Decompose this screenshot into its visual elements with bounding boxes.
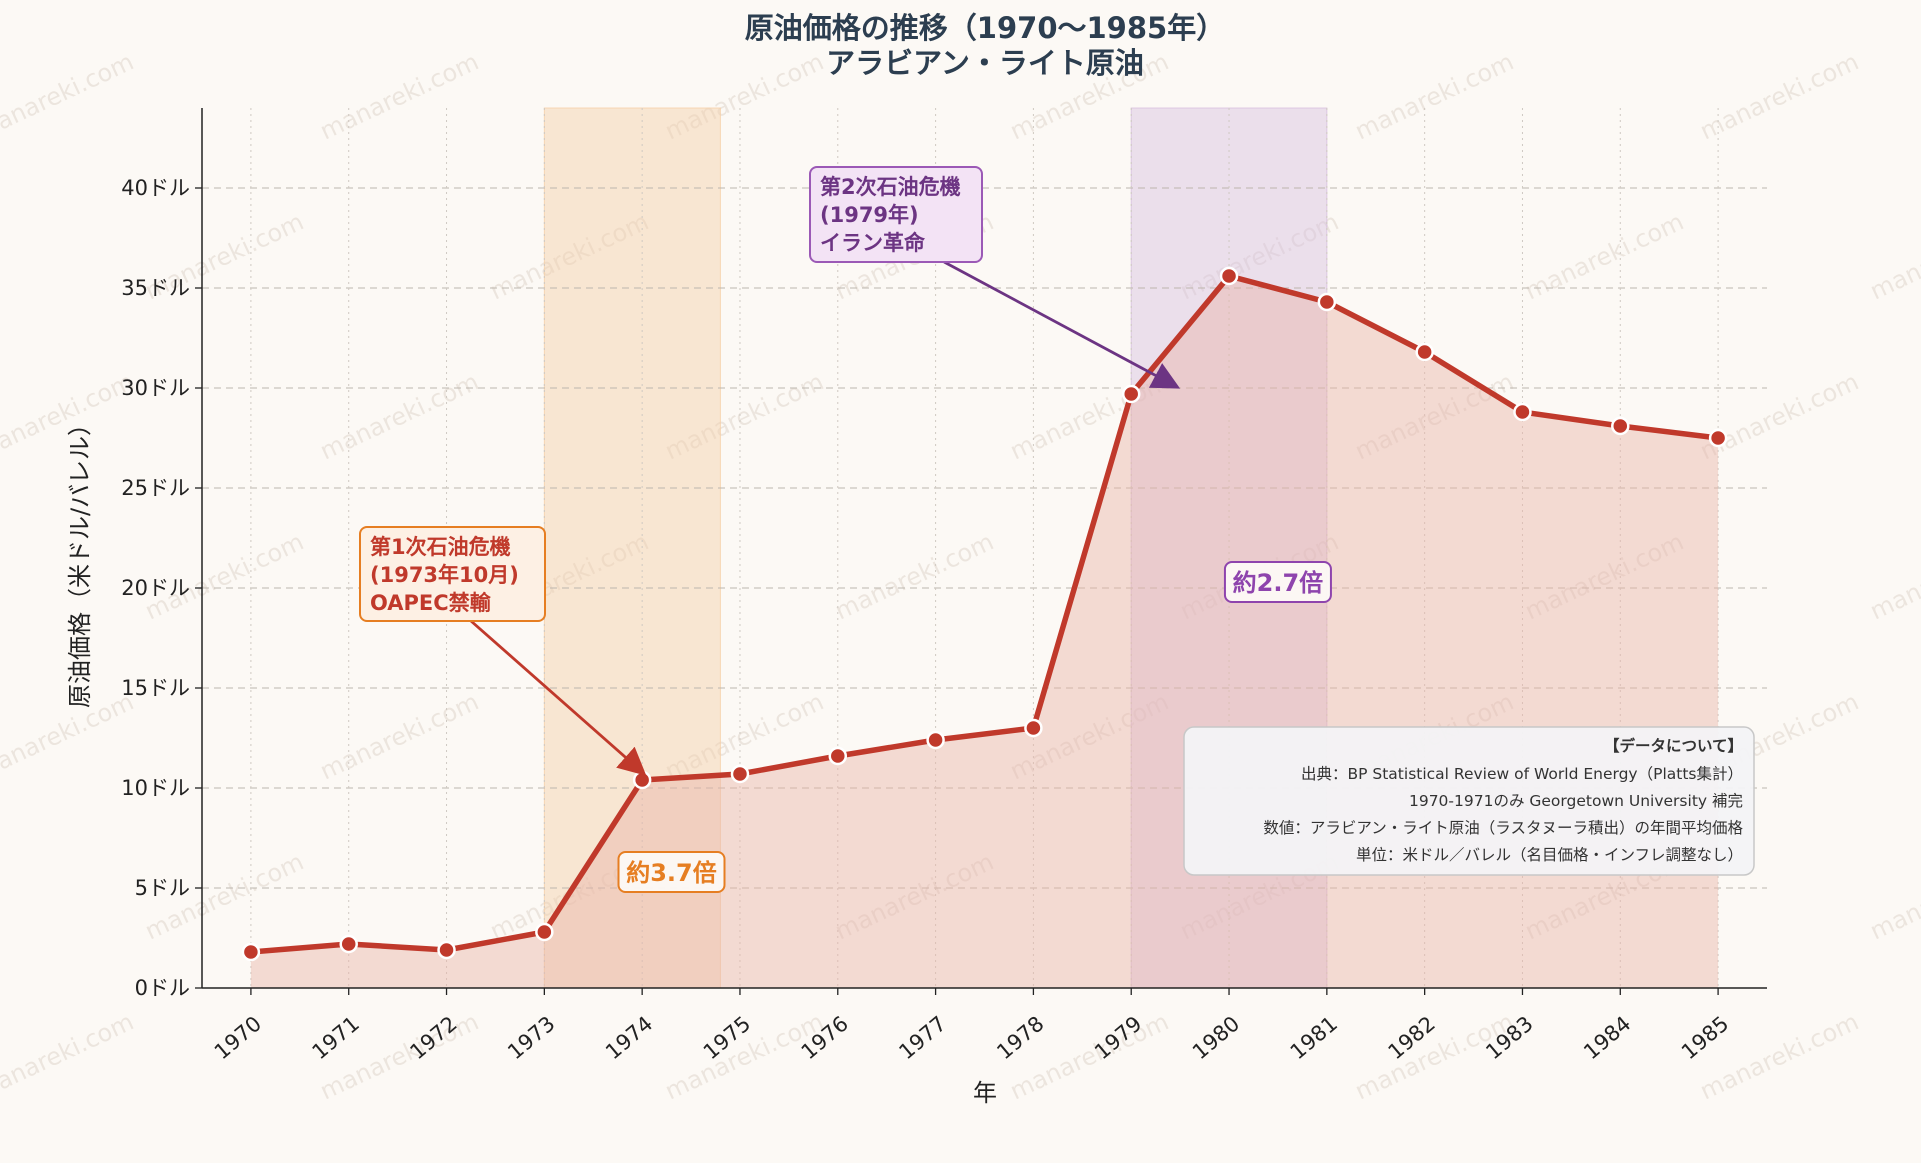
x-axis-label: 年 xyxy=(973,1079,997,1107)
annotation-arrow xyxy=(943,260,1181,389)
x-tick-label: 1971 xyxy=(308,1011,364,1064)
y-tick-label: 40ドル xyxy=(121,176,190,200)
watermark-text: manareki.com xyxy=(316,48,483,146)
annotation-box xyxy=(809,166,983,263)
note-heading: 【データについて】 xyxy=(1604,736,1743,755)
multiplier-box xyxy=(617,851,726,893)
data-point xyxy=(1024,718,1043,738)
note-line: 数値：アラビアン・ライト原油（ラスタヌーラ積出）の年間平均価格 xyxy=(1263,819,1743,837)
annotation-text: 第1次石油危機 xyxy=(370,535,511,559)
data-point xyxy=(1219,266,1239,286)
watermark-text: manareki.com xyxy=(316,688,483,786)
x-tick-label: 1984 xyxy=(1579,1011,1635,1064)
x-tick-label: 1974 xyxy=(601,1011,657,1064)
data-point xyxy=(1513,402,1532,422)
x-tick-label: 1980 xyxy=(1188,1011,1244,1064)
note-line: 単位：米ドル／バレル（名目価格・インフレ調整なし） xyxy=(1356,846,1743,864)
data-point xyxy=(632,770,652,790)
x-tick-label: 1973 xyxy=(503,1011,559,1064)
y-tick-label: 5ドル xyxy=(135,876,190,900)
watermark-text: manareki.com xyxy=(0,1008,138,1106)
annotation-text: 第2次石油危機 xyxy=(820,175,961,199)
multiplier-label: 約3.7倍 xyxy=(626,859,717,887)
data-point xyxy=(926,730,945,750)
x-tick-label: 1981 xyxy=(1286,1011,1342,1064)
data-point xyxy=(1121,384,1141,404)
y-axis-label: 原油価格（米ドル/バレル） xyxy=(66,412,94,708)
note-line: 出典：BP Statistical Review of World Energy… xyxy=(1301,765,1743,783)
annotations: 第1次石油危機 (1973年10月) OAPEC禁輸 第2次石油危機 (1979年) イラ… xyxy=(359,166,1181,776)
titles: 原油価格の推移（1970〜1985年） アラビアン・ライト原油 年 原油価格（米… xyxy=(66,11,1225,1107)
y-tick-label: 30ドル xyxy=(121,376,190,400)
annotation-arrow xyxy=(470,619,647,776)
data-point xyxy=(1708,428,1728,448)
chart-subtitle: アラビアン・ライト原油 xyxy=(826,46,1144,80)
annotation-text: (1979年) xyxy=(820,203,919,227)
x-tick-label: 1985 xyxy=(1677,1011,1733,1064)
y-tick-label: 15ドル xyxy=(121,676,190,700)
price-line xyxy=(248,273,1721,955)
data-point xyxy=(535,922,554,942)
data-point xyxy=(1317,292,1337,312)
watermark-text: manareki.com xyxy=(316,368,483,466)
note-line: 1970-1971のみ Georgetown University 補完 xyxy=(1409,792,1743,810)
y-tick-label: 20ドル xyxy=(121,576,190,600)
y-tick-label: 25ドル xyxy=(121,476,190,500)
note-box-frame xyxy=(1183,726,1755,876)
watermark-text: manareki.com xyxy=(1866,528,1921,626)
watermark-text: manareki.com xyxy=(831,528,998,626)
watermark-text: manareki.com xyxy=(1696,368,1863,466)
multiplier-label: 約2.7倍 xyxy=(1233,569,1324,597)
shaded-region-1 xyxy=(543,107,721,989)
y-tick-label: 0ドル xyxy=(135,976,190,1000)
x-tick-label: 1978 xyxy=(992,1011,1048,1064)
x-tick-label: 1977 xyxy=(894,1011,950,1064)
watermark-text: manareki.com xyxy=(0,48,138,146)
annotation-text: (1973年10月) xyxy=(370,563,519,587)
data-point xyxy=(828,746,848,766)
data-point xyxy=(339,934,358,954)
watermark-text: manareki.com xyxy=(1521,208,1688,306)
data-point xyxy=(1611,416,1630,436)
multiplier-box xyxy=(1223,561,1332,603)
x-tick-label: 1970 xyxy=(210,1011,266,1064)
price-series xyxy=(248,273,1721,955)
data-point xyxy=(1415,342,1434,362)
data-point xyxy=(730,764,750,784)
data-note-box: 【データについて】出典：BP Statistical Review of Wor… xyxy=(1183,726,1755,876)
data-points xyxy=(241,266,1728,962)
annotation-box xyxy=(359,526,546,622)
watermark-text: manareki.com xyxy=(1866,208,1921,306)
data-point xyxy=(241,942,261,962)
chart-title: 原油価格の推移（1970〜1985年） xyxy=(745,11,1225,45)
annotation-text: イラン革命 xyxy=(820,231,926,255)
annotation-text: OAPEC禁輸 xyxy=(370,591,492,615)
watermark-text: manareki.com xyxy=(1696,48,1863,146)
data-point xyxy=(437,940,456,960)
y-tick-label: 35ドル xyxy=(121,276,190,300)
y-tick-label: 10ドル xyxy=(121,776,190,800)
watermark-text: manareki.com xyxy=(1866,848,1921,946)
multiplier-labels: 約3.7倍 約2.7倍 xyxy=(617,561,1332,893)
watermark-text: manareki.com xyxy=(1351,48,1518,146)
